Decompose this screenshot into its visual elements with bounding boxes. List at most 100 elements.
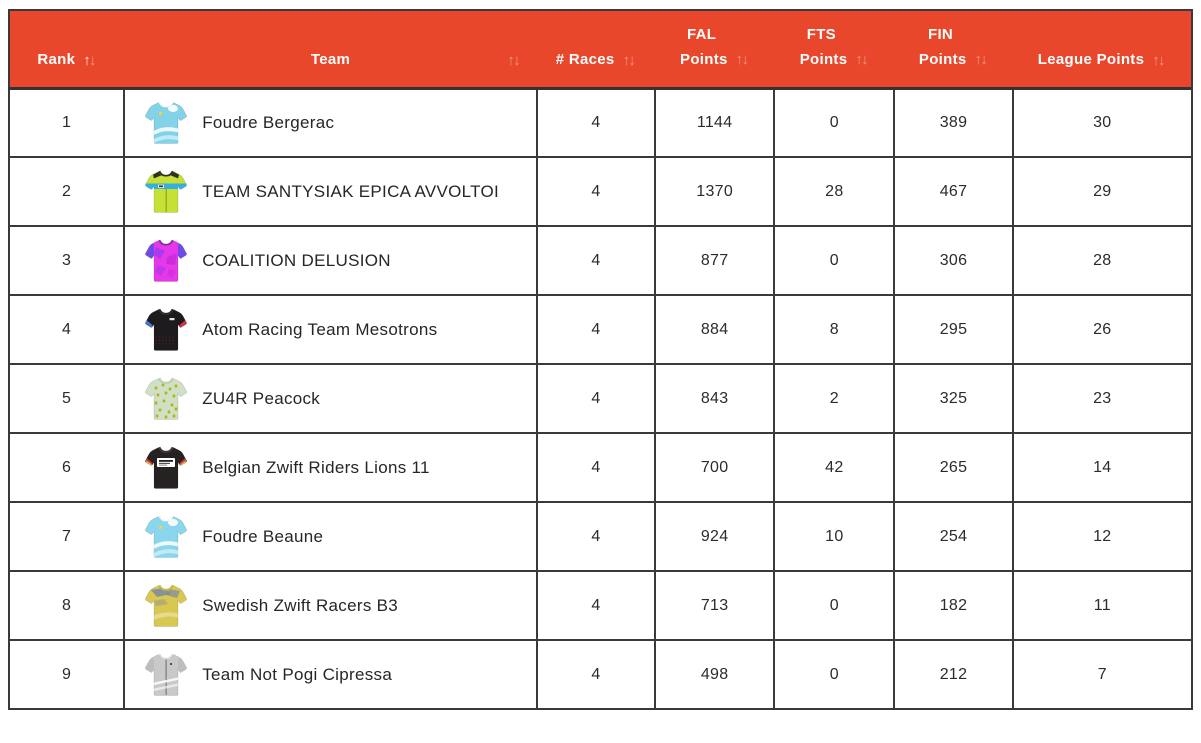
header-label-top: FAL [687, 25, 717, 43]
races-cell: 4 [535, 87, 657, 158]
fts-points-cell: 0 [773, 225, 896, 296]
sort-icon: ↑↓ [1152, 53, 1166, 68]
table-body: 1 Foudre Bergerac 4 1144 0 389 30 2 TEAM SANTY… [7, 87, 1194, 710]
sort-down-arrow: ↓ [980, 50, 989, 68]
team-name: Foudre Bergerac [202, 112, 335, 132]
team-name: Swedish Zwift Racers B3 [202, 595, 399, 615]
fal-points-cell: 884 [654, 294, 776, 365]
fal-points-cell: 877 [654, 225, 776, 296]
fin-points-cell: 182 [893, 570, 1014, 641]
rank-cell: 6 [7, 432, 126, 503]
table-row: 5 ZU4R Peacock 4 843 2 325 23 [7, 363, 1194, 434]
team-name: ZU4R Peacock [202, 388, 321, 408]
team-cell: ZU4R Peacock [123, 363, 538, 434]
sort-down-arrow: ↓ [861, 50, 869, 68]
team-jersey-icon [144, 376, 188, 422]
column-header-fal[interactable]: FAL Points ↑↓ [655, 10, 775, 90]
fin-points-cell: 265 [893, 432, 1014, 503]
league-points-cell: 23 [1011, 363, 1194, 434]
sort-icon: ↑↓ [736, 52, 750, 67]
header-label: Rank [37, 50, 76, 68]
sort-up-arrow: ↑ [622, 51, 631, 69]
league-points-cell: 28 [1011, 225, 1194, 296]
header-label-top: FIN [928, 25, 954, 43]
table-row: 9 Team Not Pogi Cipressa 4 498 0 212 7 [7, 639, 1194, 710]
team-jersey-icon [144, 100, 188, 146]
fal-points-cell: 1370 [654, 156, 776, 227]
column-header-fin[interactable]: FIN Points ↑↓ [894, 10, 1013, 90]
team-cell: COALITION DELUSION [123, 225, 538, 296]
sort-up-arrow: ↑ [735, 50, 744, 68]
fin-points-cell: 254 [893, 501, 1014, 572]
sort-icon: ↑↓ [855, 52, 869, 67]
header-label: League Points [1037, 50, 1145, 68]
header-label-top: FTS [806, 25, 836, 43]
sort-down-arrow: ↓ [89, 51, 97, 69]
table-row: 2 TEAM SANTYSIAK EPICA AVVOLTOI 4 1370 28 46… [7, 156, 1194, 227]
team-cell: Foudre Bergerac [123, 87, 538, 158]
races-cell: 4 [535, 225, 657, 296]
header-label: # Races [555, 50, 615, 68]
header-row: Rank ↑↓ Team ↑↓ # Races ↑↓ FAL Points ↑↓ FTS Point… [9, 10, 1192, 90]
team-name: Belgian Zwift Riders Lions 11 [202, 457, 430, 477]
fal-points-cell: 713 [654, 570, 776, 641]
sort-up-arrow: ↑ [83, 51, 92, 69]
races-cell: 4 [535, 294, 657, 365]
team-cell: Foudre Beaune [123, 501, 538, 572]
fin-points-cell: 467 [893, 156, 1014, 227]
races-cell: 4 [535, 156, 657, 227]
team-cell: Team Not Pogi Cipressa [123, 639, 538, 710]
league-points-cell: 14 [1011, 432, 1194, 503]
table-row: 6 Belgian Zwift Riders Lions 11 4 700 42 265… [7, 432, 1194, 503]
fts-points-cell: 28 [773, 156, 896, 227]
fts-points-cell: 42 [773, 432, 896, 503]
fts-points-cell: 0 [773, 639, 896, 710]
team-jersey-icon [144, 514, 188, 560]
sort-down-arrow: ↓ [628, 51, 637, 69]
table-row: 1 Foudre Bergerac 4 1144 0 389 30 [7, 87, 1194, 158]
table-row: 8 Swedish Zwift Racers B3 4 713 0 182 11 [7, 570, 1194, 641]
team-cell: Atom Racing Team Mesotrons [123, 294, 538, 365]
rank-cell: 4 [7, 294, 126, 365]
sort-down-arrow: ↓ [1158, 51, 1166, 69]
team-name: TEAM SANTYSIAK EPICA AVVOLTOI [202, 181, 500, 201]
team-jersey-icon [144, 169, 188, 215]
team-jersey-icon [144, 238, 188, 284]
rank-cell: 7 [7, 501, 126, 572]
sort-icon: ↑↓ [83, 53, 97, 68]
table-row: 3 COALITION DELUSION 4 877 0 306 28 [7, 225, 1194, 296]
column-header-races[interactable]: # Races ↑↓ [536, 10, 656, 90]
races-cell: 4 [535, 432, 657, 503]
team-name: Team Not Pogi Cipressa [202, 664, 393, 684]
column-header-fts[interactable]: FTS Points ↑↓ [774, 10, 895, 90]
fin-points-cell: 325 [893, 363, 1014, 434]
sort-icon: ↑↓ [623, 53, 637, 68]
league-points-cell: 12 [1011, 501, 1194, 572]
league-points-cell: 7 [1011, 639, 1194, 710]
team-jersey-icon [144, 445, 188, 491]
header-label: Team [310, 50, 351, 68]
team-name: Foudre Beaune [202, 526, 324, 546]
sort-down-arrow: ↓ [741, 50, 750, 68]
rank-cell: 3 [7, 225, 126, 296]
team-name: Atom Racing Team Mesotrons [202, 319, 438, 339]
team-cell: Swedish Zwift Racers B3 [123, 570, 538, 641]
league-standings-table: Rank ↑↓ Team ↑↓ # Races ↑↓ FAL Points ↑↓ FTS Point… [7, 9, 1194, 710]
races-cell: 4 [535, 639, 657, 710]
team-jersey-icon [144, 583, 188, 629]
column-header-league[interactable]: League Points ↑↓ [1012, 10, 1192, 90]
table-header: Rank ↑↓ Team ↑↓ # Races ↑↓ FAL Points ↑↓ FTS Point… [9, 10, 1192, 90]
fal-points-cell: 1144 [654, 87, 776, 158]
fin-points-cell: 389 [893, 87, 1014, 158]
column-header-team[interactable]: Team ↑↓ [124, 10, 537, 90]
rank-cell: 8 [7, 570, 126, 641]
table-row: 7 Foudre Beaune 4 924 10 254 12 [7, 501, 1194, 572]
fin-points-cell: 212 [893, 639, 1014, 710]
sort-down-arrow: ↓ [513, 51, 521, 69]
sort-icon: ↑↓ [507, 53, 521, 68]
sort-up-arrow: ↑ [974, 50, 983, 68]
column-header-rank[interactable]: Rank ↑↓ [9, 10, 125, 90]
page: Rank ↑↓ Team ↑↓ # Races ↑↓ FAL Points ↑↓ FTS Point… [7, 9, 1194, 710]
fts-points-cell: 10 [773, 501, 896, 572]
races-cell: 4 [535, 570, 657, 641]
